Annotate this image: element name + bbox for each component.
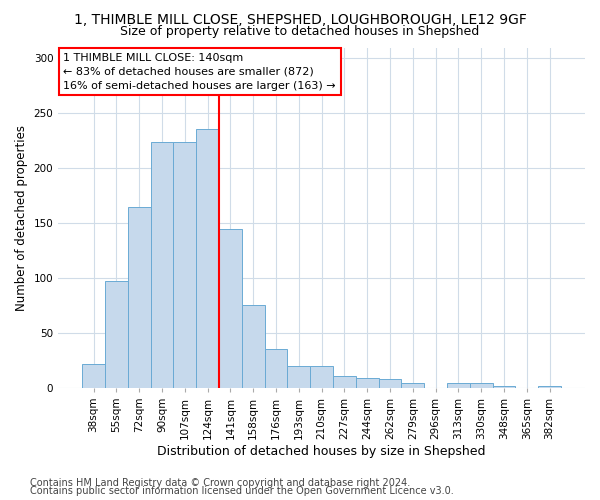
Bar xyxy=(128,206,151,388)
Bar xyxy=(196,128,219,388)
Bar xyxy=(242,306,265,388)
Bar xyxy=(401,384,424,388)
Bar xyxy=(538,386,561,388)
Bar xyxy=(333,376,356,388)
Text: 1, THIMBLE MILL CLOSE, SHEPSHED, LOUGHBOROUGH, LE12 9GF: 1, THIMBLE MILL CLOSE, SHEPSHED, LOUGHBO… xyxy=(74,12,526,26)
Bar xyxy=(173,142,196,388)
Text: 1 THIMBLE MILL CLOSE: 140sqm
← 83% of detached houses are smaller (872)
16% of s: 1 THIMBLE MILL CLOSE: 140sqm ← 83% of de… xyxy=(64,52,336,90)
Bar xyxy=(356,378,379,388)
Bar xyxy=(219,228,242,388)
Bar xyxy=(265,350,287,388)
Bar xyxy=(470,384,493,388)
Bar xyxy=(151,142,173,388)
Text: Contains HM Land Registry data © Crown copyright and database right 2024.: Contains HM Land Registry data © Crown c… xyxy=(30,478,410,488)
X-axis label: Distribution of detached houses by size in Shepshed: Distribution of detached houses by size … xyxy=(157,444,486,458)
Y-axis label: Number of detached properties: Number of detached properties xyxy=(15,124,28,310)
Bar xyxy=(310,366,333,388)
Bar xyxy=(105,282,128,388)
Bar xyxy=(447,384,470,388)
Bar xyxy=(379,379,401,388)
Bar xyxy=(493,386,515,388)
Bar xyxy=(287,366,310,388)
Text: Contains public sector information licensed under the Open Government Licence v3: Contains public sector information licen… xyxy=(30,486,454,496)
Text: Size of property relative to detached houses in Shepshed: Size of property relative to detached ho… xyxy=(121,25,479,38)
Bar xyxy=(82,364,105,388)
